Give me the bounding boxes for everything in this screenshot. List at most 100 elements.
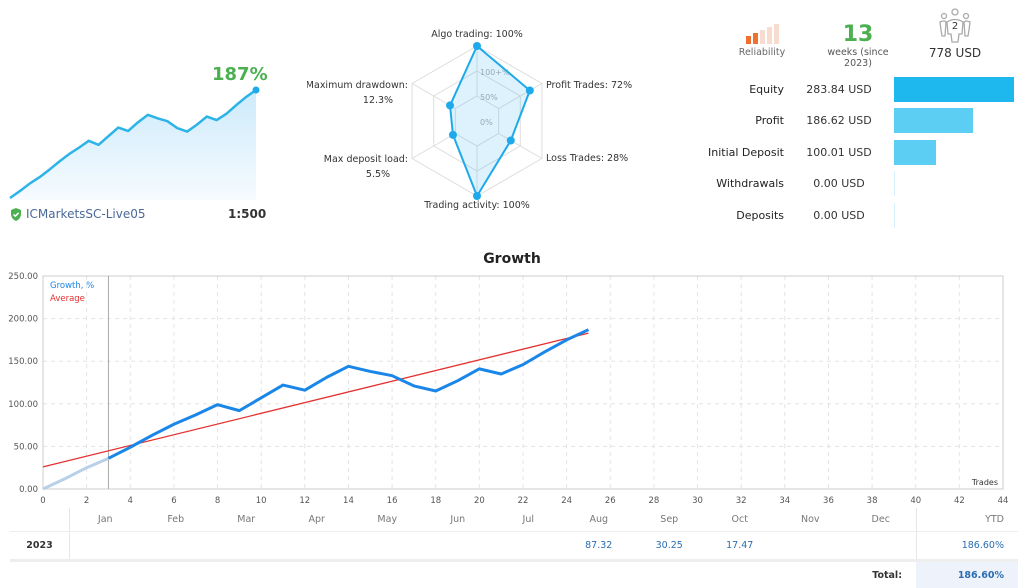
reliability: Reliability — [738, 24, 786, 58]
month-header: Jun — [423, 514, 494, 525]
growth-percent: 187% — [212, 64, 268, 85]
subscribers-icon: 2 — [935, 8, 975, 44]
radar-point — [449, 131, 457, 139]
month-header: Jul — [493, 514, 564, 525]
x-tick-label: 22 — [518, 496, 529, 506]
x-tick-label: 0 — [40, 496, 45, 506]
leverage: 1:500 — [228, 207, 266, 221]
total-value: 186.60% — [916, 562, 1018, 588]
stat-value: 100.01 USD — [784, 146, 894, 159]
x-tick-label: 26 — [605, 496, 616, 506]
month-value[interactable]: 87.32 — [564, 540, 635, 551]
x-tick-label: 42 — [954, 496, 965, 506]
y-tick-label: 200.00 — [8, 315, 38, 325]
month-value[interactable] — [423, 540, 494, 551]
month-value[interactable] — [493, 540, 564, 551]
month-header: Aug — [564, 514, 635, 525]
weeks-label: weeks (since 2023) — [812, 47, 904, 69]
month-header: May — [352, 514, 423, 525]
y-tick-label: 150.00 — [8, 357, 38, 367]
radar-point — [473, 42, 481, 50]
radar-axis-label: Max deposit load: — [324, 154, 408, 165]
legend-growth: Growth, % — [50, 281, 94, 291]
server-name[interactable]: ICMarketsSC-Live05 — [10, 207, 146, 221]
weeks-count: 13 — [812, 22, 904, 47]
radar-axis-value: 5.5% — [366, 169, 390, 180]
growth-line-pre — [43, 458, 108, 489]
x-tick-label: 18 — [430, 496, 441, 506]
subscribers[interactable]: 2 778 USD — [928, 8, 982, 60]
stat-label: Equity — [700, 83, 784, 96]
stat-bar — [894, 77, 1014, 102]
year-cell: 2023 — [10, 532, 70, 559]
x-axis-label: Trades — [971, 478, 998, 487]
radar-axis-label: Maximum drawdown: — [307, 80, 408, 91]
x-tick-label: 24 — [561, 496, 572, 506]
month-value[interactable] — [846, 540, 917, 551]
month-value[interactable] — [70, 540, 141, 551]
y-tick-label: 50.00 — [14, 442, 38, 452]
month-header: Feb — [141, 514, 212, 525]
x-tick-label: 14 — [343, 496, 354, 506]
stat-value: 0.00 USD — [784, 209, 894, 222]
x-tick-label: 2 — [84, 496, 89, 506]
verified-shield-icon — [10, 208, 22, 221]
month-header: Oct — [705, 514, 776, 525]
y-tick-label: 0.00 — [19, 485, 38, 495]
stat-label: Withdrawals — [700, 177, 784, 190]
radar-axis-label: Profit Trades: 72% — [546, 80, 632, 91]
month-value[interactable] — [775, 540, 846, 551]
month-header: Sep — [634, 514, 705, 525]
weeks: 13 weeks (since 2023) — [812, 22, 904, 69]
month-header: Apr — [282, 514, 353, 525]
x-tick-label: 32 — [736, 496, 747, 506]
month-value[interactable] — [141, 540, 212, 551]
month-value[interactable] — [282, 540, 353, 551]
month-header: Jan — [70, 514, 141, 525]
month-value[interactable]: 30.25 — [634, 540, 705, 551]
reliability-bar — [746, 36, 751, 44]
radar-point — [526, 87, 534, 95]
radar-point — [446, 101, 454, 109]
radar-axis-label: Loss Trades: 28% — [546, 153, 628, 164]
stat-bar — [894, 203, 895, 228]
x-tick-label: 8 — [215, 496, 220, 506]
month-value[interactable] — [352, 540, 423, 551]
reliability-label: Reliability — [738, 47, 786, 58]
x-tick-label: 36 — [823, 496, 834, 506]
radar-point — [473, 192, 481, 200]
stat-label: Initial Deposit — [700, 146, 784, 159]
x-tick-label: 40 — [910, 496, 921, 506]
reliability-bar — [760, 30, 765, 44]
reliability-bar — [767, 27, 772, 44]
radar-axis-label: Trading activity: 100% — [423, 200, 530, 211]
x-tick-label: 30 — [692, 496, 703, 506]
stat-value: 186.62 USD — [784, 114, 894, 127]
stat-bar — [894, 108, 973, 133]
month-value[interactable]: 17.47 — [705, 540, 776, 551]
x-tick-label: 44 — [998, 496, 1009, 506]
stat-value: 283.84 USD — [784, 83, 894, 96]
reliability-bar — [774, 24, 779, 44]
x-tick-label: 28 — [648, 496, 659, 506]
stat-label: Deposits — [700, 209, 784, 222]
radar-area — [450, 46, 530, 196]
x-tick-label: 12 — [299, 496, 310, 506]
x-tick-label: 20 — [474, 496, 485, 506]
y-tick-label: 250.00 — [8, 272, 38, 282]
x-tick-label: 38 — [867, 496, 878, 506]
month-value[interactable] — [211, 540, 282, 551]
month-header: Mar — [211, 514, 282, 525]
radar-axis-label: Algo trading: 100% — [431, 29, 523, 40]
x-tick-label: 10 — [256, 496, 267, 506]
legend-average: Average — [50, 294, 85, 304]
ytd-value: 186.60% — [916, 532, 1018, 559]
svg-text:2: 2 — [952, 21, 958, 32]
y-tick-label: 100.00 — [8, 400, 38, 410]
